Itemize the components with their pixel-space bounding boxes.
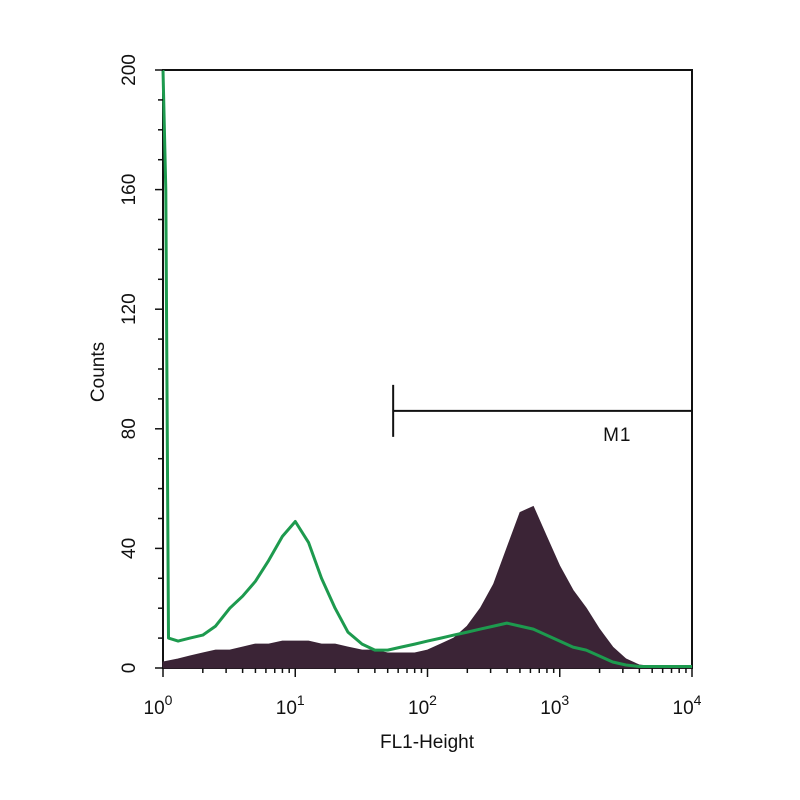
x-tick-label: 103 (540, 692, 569, 719)
histogram-outline-series (161, 69, 692, 668)
y-axis-title: Counts (88, 342, 109, 402)
x-axis-title: FL1-Height (380, 732, 475, 753)
y-tick-label: 40 (119, 538, 140, 559)
x-tick-label: 104 (673, 692, 702, 719)
y-tick-label: 200 (119, 54, 140, 86)
x-tick-label: 100 (144, 692, 173, 719)
x-tick-label: 101 (276, 692, 305, 719)
y-tick-label: 120 (119, 293, 140, 325)
plot-frame (162, 69, 693, 669)
gate-marker-label: M1 (603, 425, 631, 446)
y-tick-label: 80 (119, 418, 140, 439)
y-tick-label: 0 (119, 663, 140, 674)
x-tick-label: 102 (408, 692, 437, 719)
y-tick-label: 160 (119, 174, 140, 206)
histogram-filled-series (162, 505, 692, 669)
